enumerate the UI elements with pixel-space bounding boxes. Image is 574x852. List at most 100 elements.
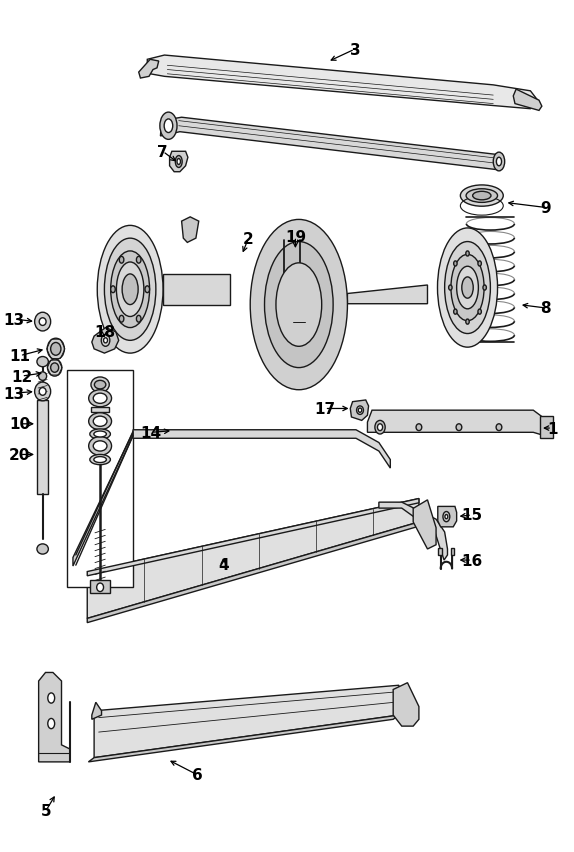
Ellipse shape (497, 158, 502, 166)
Text: 10: 10 (9, 417, 30, 432)
Text: 18: 18 (94, 325, 115, 340)
Bar (37, 400, 48, 494)
Ellipse shape (449, 285, 452, 291)
Polygon shape (393, 683, 419, 726)
Polygon shape (88, 715, 399, 762)
Polygon shape (87, 499, 419, 619)
Text: 3: 3 (350, 43, 360, 58)
Ellipse shape (437, 228, 498, 348)
Ellipse shape (39, 389, 46, 396)
Ellipse shape (137, 257, 141, 264)
Polygon shape (92, 702, 102, 719)
Text: 12: 12 (11, 369, 32, 384)
Polygon shape (38, 673, 70, 762)
Text: 1: 1 (547, 421, 557, 436)
Ellipse shape (111, 286, 115, 293)
Ellipse shape (478, 262, 482, 267)
Bar (540, 417, 553, 439)
Polygon shape (163, 274, 230, 305)
Polygon shape (87, 499, 419, 576)
Ellipse shape (94, 457, 106, 463)
Ellipse shape (445, 515, 448, 519)
Ellipse shape (37, 544, 48, 555)
Ellipse shape (47, 339, 64, 360)
Text: 6: 6 (192, 768, 203, 782)
Bar (67, 371, 133, 588)
Text: 2: 2 (243, 232, 254, 246)
Ellipse shape (457, 267, 478, 309)
Ellipse shape (51, 364, 59, 373)
Bar (439, 549, 442, 556)
Ellipse shape (48, 718, 55, 728)
Ellipse shape (93, 417, 107, 427)
Ellipse shape (265, 242, 333, 368)
Text: 19: 19 (285, 230, 306, 245)
Ellipse shape (94, 431, 106, 437)
Ellipse shape (375, 421, 385, 435)
Ellipse shape (94, 381, 106, 389)
Text: 13: 13 (3, 312, 25, 327)
Polygon shape (350, 400, 369, 421)
Ellipse shape (96, 584, 103, 592)
Text: 5: 5 (41, 803, 52, 818)
Ellipse shape (103, 338, 107, 343)
Ellipse shape (466, 251, 469, 256)
Bar (451, 549, 455, 556)
Ellipse shape (478, 310, 482, 314)
Ellipse shape (91, 377, 109, 393)
Ellipse shape (101, 335, 110, 347)
Text: 9: 9 (541, 201, 551, 216)
Ellipse shape (164, 120, 173, 134)
Text: 20: 20 (9, 447, 30, 463)
Ellipse shape (466, 189, 498, 203)
Ellipse shape (34, 313, 51, 331)
Text: 15: 15 (461, 508, 483, 523)
Text: 17: 17 (314, 401, 335, 417)
Ellipse shape (453, 310, 457, 314)
Polygon shape (413, 500, 436, 550)
Ellipse shape (48, 360, 62, 377)
Text: 13: 13 (3, 386, 25, 401)
Polygon shape (148, 56, 539, 110)
Ellipse shape (51, 343, 61, 356)
Polygon shape (438, 507, 457, 527)
Ellipse shape (483, 285, 486, 291)
Ellipse shape (88, 437, 111, 456)
Text: 14: 14 (141, 425, 162, 440)
Bar (90, 581, 110, 594)
Text: 8: 8 (541, 301, 551, 316)
Ellipse shape (451, 255, 484, 321)
Ellipse shape (456, 424, 462, 431)
Ellipse shape (90, 429, 110, 440)
Polygon shape (139, 60, 159, 79)
Ellipse shape (443, 512, 450, 522)
Text: 7: 7 (157, 145, 168, 159)
Polygon shape (513, 90, 542, 112)
Ellipse shape (37, 357, 48, 367)
Ellipse shape (88, 413, 111, 430)
Ellipse shape (462, 278, 473, 299)
Ellipse shape (175, 157, 182, 168)
Polygon shape (94, 686, 399, 757)
Ellipse shape (93, 441, 107, 452)
Polygon shape (161, 118, 502, 170)
Text: 11: 11 (9, 348, 30, 364)
Ellipse shape (111, 251, 150, 328)
Ellipse shape (34, 383, 51, 401)
Ellipse shape (104, 239, 156, 341)
Ellipse shape (122, 274, 138, 305)
Ellipse shape (137, 316, 141, 323)
Ellipse shape (88, 390, 111, 407)
Ellipse shape (276, 263, 321, 347)
Polygon shape (92, 328, 119, 354)
Ellipse shape (445, 242, 490, 334)
Bar (91, 407, 109, 412)
Ellipse shape (416, 424, 422, 431)
Ellipse shape (460, 186, 503, 207)
Polygon shape (73, 433, 133, 567)
Polygon shape (169, 153, 188, 172)
Ellipse shape (453, 262, 457, 267)
Polygon shape (379, 503, 448, 561)
Ellipse shape (177, 159, 180, 165)
Ellipse shape (119, 257, 124, 264)
